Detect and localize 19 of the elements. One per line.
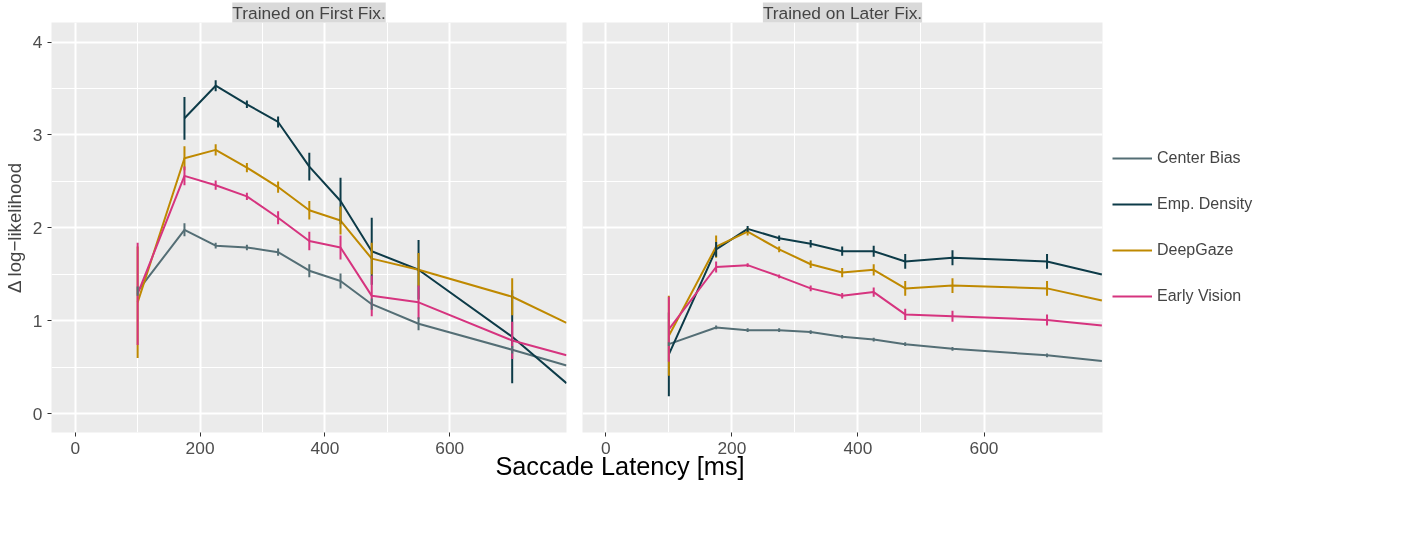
legend-label: Emp. Density <box>1157 194 1254 214</box>
legend-label: DeepGaze <box>1157 240 1235 260</box>
chart-title: Trained on Later Fix. <box>762 2 923 23</box>
legend-label: Center Bias <box>1157 148 1242 168</box>
x-tick-label: 0 <box>70 437 81 458</box>
y-tick-label: 4 <box>32 32 43 53</box>
x-tick-label: 0 <box>601 437 611 458</box>
x-tick-label: 200 <box>185 437 215 458</box>
y-tick-label: 0 <box>32 403 43 424</box>
x-tick-label: 600 <box>969 437 999 458</box>
x-tick-label: 600 <box>435 437 465 458</box>
y-axis-title: Δ log−likelihood <box>3 162 25 294</box>
chart-title: Trained on First Fix. <box>232 2 386 23</box>
y-tick-label: 2 <box>32 217 43 238</box>
y-tick-label: 1 <box>32 310 43 331</box>
y-tick-label: 3 <box>32 124 43 145</box>
x-tick-label: 400 <box>843 437 873 458</box>
legend-label: Early Vision <box>1157 286 1243 306</box>
x-tick-label: 400 <box>310 437 340 458</box>
